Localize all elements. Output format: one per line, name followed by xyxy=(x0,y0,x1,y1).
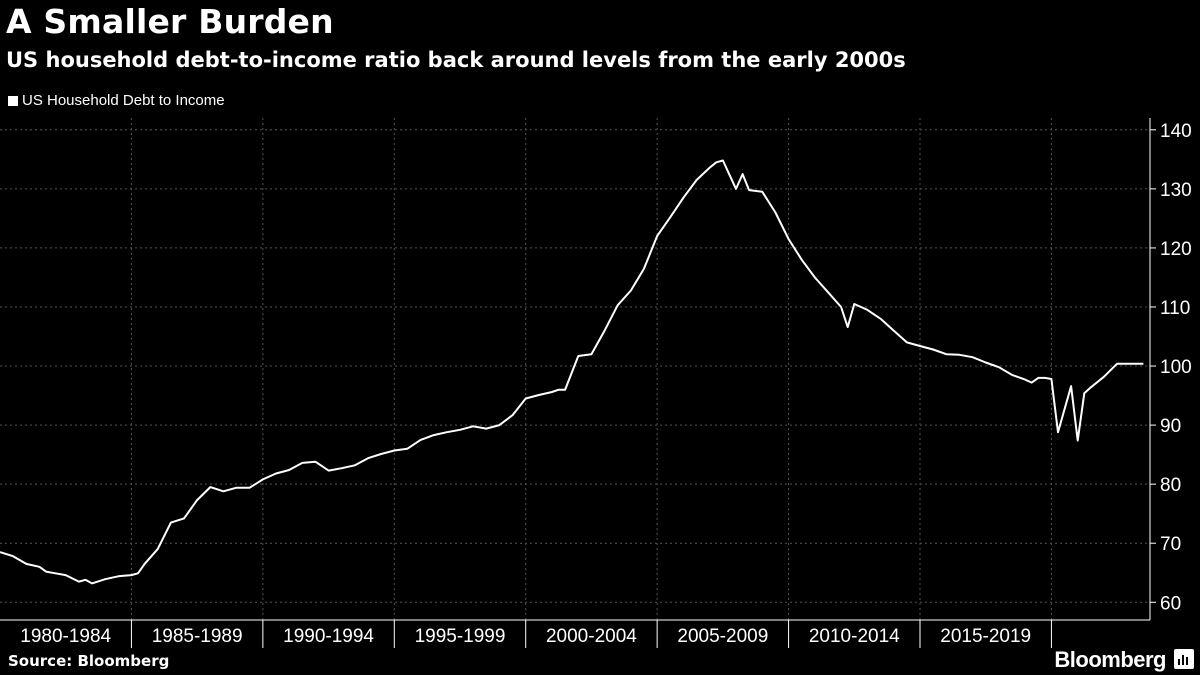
y-tick-label: 70 xyxy=(1160,534,1181,555)
legend-label: US Household Debt to Income xyxy=(22,92,225,109)
y-tick-label: 100 xyxy=(1160,357,1192,378)
y-tick-label: 90 xyxy=(1160,416,1181,437)
axes xyxy=(0,118,1156,648)
x-tick-label: 2005-2009 xyxy=(677,626,768,647)
series-group xyxy=(0,159,1144,585)
x-tick-label: 1995-1999 xyxy=(415,626,506,647)
series-line xyxy=(0,159,1144,585)
y-axis-ticks: 60 70 80 90 100 110 120 130 140 xyxy=(1160,121,1192,614)
y-tick-label: 140 xyxy=(1160,121,1192,142)
x-tick-label: 1985-1989 xyxy=(152,626,243,647)
y-tick-label: 60 xyxy=(1160,593,1181,614)
y-tick-label: 130 xyxy=(1160,180,1192,201)
x-tick-label: 2015-2019 xyxy=(940,626,1031,647)
gridlines xyxy=(0,118,1150,620)
chart-subtitle: US household debt-to-income ratio back a… xyxy=(6,48,906,72)
chart-title: A Smaller Burden xyxy=(6,2,334,41)
x-tick-label: 2010-2014 xyxy=(809,626,900,647)
bloomberg-terminal-icon xyxy=(1174,649,1194,669)
x-tick-label: 2000-2004 xyxy=(546,626,637,647)
legend: US Household Debt to Income xyxy=(8,92,225,109)
x-axis-ticks: 1980-1984 1985-1989 1990-1994 1995-1999 2000… xyxy=(20,626,1031,647)
y-tick-label: 120 xyxy=(1160,239,1192,260)
y-tick-label: 80 xyxy=(1160,475,1181,496)
x-tick-label: 1990-1994 xyxy=(283,626,374,647)
brand-logo: Bloomberg xyxy=(1054,647,1166,672)
source-note: Source: Bloomberg xyxy=(8,652,170,670)
y-tick-label: 110 xyxy=(1160,298,1190,319)
x-tick-label: 1980-1984 xyxy=(20,626,111,647)
legend-swatch xyxy=(8,95,18,106)
